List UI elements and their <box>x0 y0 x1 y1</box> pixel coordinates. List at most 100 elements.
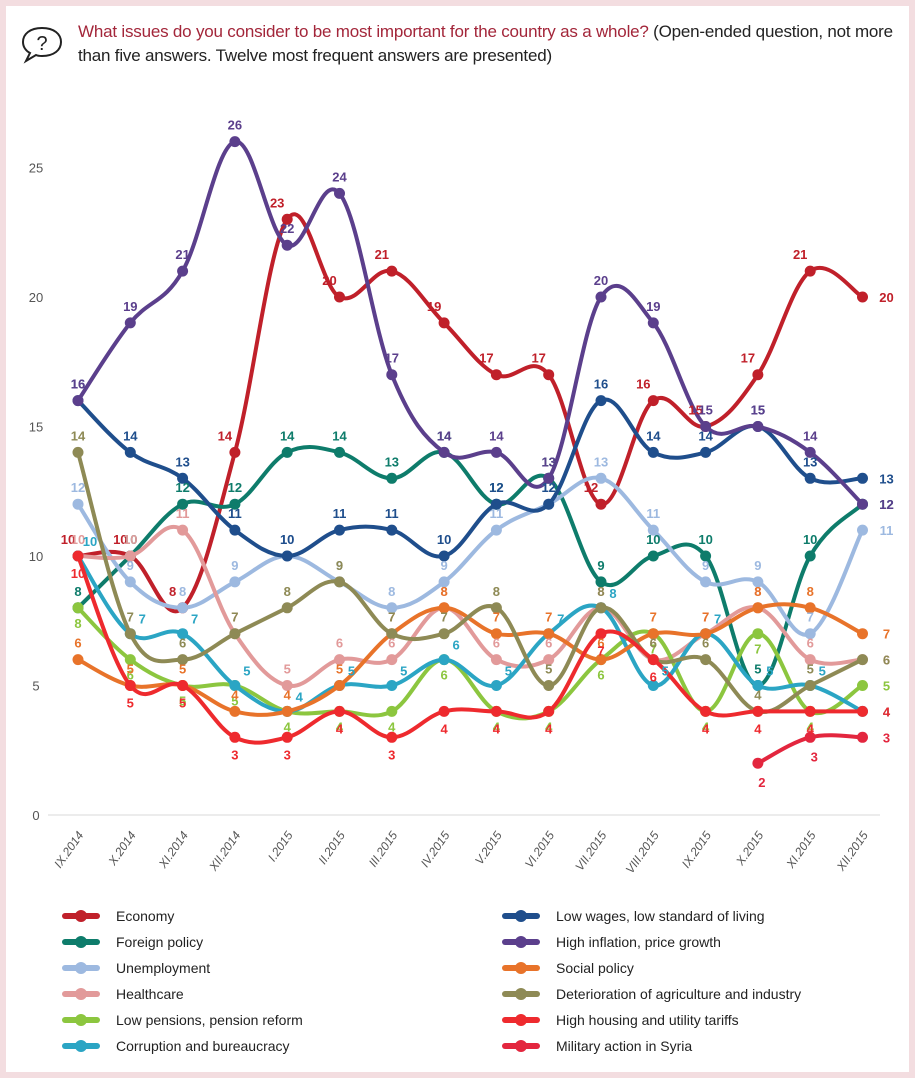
y-tick-label: 10 <box>29 549 43 564</box>
data-point <box>438 576 450 588</box>
data-point <box>752 628 764 640</box>
data-point <box>386 654 398 666</box>
data-label: 9 <box>336 558 343 573</box>
data-point <box>334 446 345 458</box>
data-label: 13 <box>541 454 555 469</box>
data-label: 5 <box>243 664 250 679</box>
x-tick-label: V.2015 <box>472 828 505 867</box>
data-label: 10 <box>123 532 137 547</box>
data-point <box>595 472 607 484</box>
data-label: 6 <box>493 636 500 651</box>
legend-item: Foreign policy <box>60 931 203 953</box>
data-label: 5 <box>766 664 773 679</box>
data-label: 4 <box>545 721 553 736</box>
data-point <box>438 654 450 666</box>
data-label: 4 <box>231 687 239 702</box>
data-label: 10 <box>71 566 85 581</box>
y-tick-label: 5 <box>32 679 39 694</box>
data-point <box>804 472 816 484</box>
data-label: 4 <box>883 704 891 719</box>
data-label: 14 <box>437 428 452 443</box>
data-point <box>124 550 136 562</box>
data-label: 5 <box>545 662 552 677</box>
data-label: 9 <box>597 558 604 573</box>
data-label: 4 <box>754 721 762 736</box>
data-point <box>334 705 345 717</box>
data-label: 9 <box>127 558 134 573</box>
x-tick-label: IX.2015 <box>679 828 714 870</box>
data-label: 13 <box>879 471 893 486</box>
data-point <box>386 705 398 717</box>
svg-text:?: ? <box>36 33 47 55</box>
x-tick-label: VI.2015 <box>522 828 557 870</box>
data-point <box>229 446 241 458</box>
data-point <box>177 265 189 277</box>
data-label: 8 <box>440 584 447 599</box>
data-label: 17 <box>531 351 545 366</box>
data-point <box>386 602 398 614</box>
data-point <box>804 731 816 743</box>
data-point <box>857 472 868 484</box>
data-point <box>281 705 293 717</box>
series-line <box>76 212 865 614</box>
data-point <box>647 654 659 666</box>
data-point <box>543 680 555 691</box>
data-point <box>124 446 136 458</box>
legend-label: Military action in Syria <box>556 1038 693 1054</box>
y-tick-label: 20 <box>29 290 43 305</box>
data-label: 12 <box>541 480 555 495</box>
legend-label: Unemployment <box>116 960 211 976</box>
data-point <box>543 628 555 640</box>
data-label: 3 <box>811 749 818 764</box>
data-label: 7 <box>127 610 134 625</box>
data-label: 4 <box>702 719 710 734</box>
data-label: 19 <box>123 299 137 314</box>
data-point <box>543 705 555 717</box>
data-label: 9 <box>754 558 761 573</box>
data-label: 5 <box>400 664 407 679</box>
data-point <box>177 602 189 614</box>
data-label: 14 <box>646 428 661 443</box>
data-label: 4 <box>754 687 762 702</box>
series-military-action-in-syria <box>752 731 868 769</box>
data-label: 6 <box>702 636 709 651</box>
data-label: 4 <box>807 719 815 734</box>
data-point <box>229 136 241 148</box>
data-label: 14 <box>803 428 818 443</box>
data-point <box>700 654 712 666</box>
data-point <box>72 602 84 614</box>
data-label: 13 <box>175 454 189 469</box>
data-point <box>386 680 398 691</box>
data-label: 5 <box>284 662 291 677</box>
data-label: 11 <box>333 506 347 521</box>
data-label: 21 <box>793 247 807 262</box>
data-point <box>281 680 293 691</box>
legend-item: Social policy <box>500 957 634 979</box>
x-tick-label: X.2014 <box>105 828 139 868</box>
data-label: 14 <box>218 428 233 443</box>
legend-swatch-icon <box>60 1009 102 1031</box>
data-label: 16 <box>71 377 85 392</box>
data-label: 23 <box>270 195 284 210</box>
data-label: 6 <box>650 670 657 685</box>
data-point <box>177 654 189 666</box>
data-label: 26 <box>228 118 242 133</box>
data-point <box>543 472 555 484</box>
data-point <box>281 446 293 458</box>
data-label: 10 <box>280 532 294 547</box>
x-tick-label: X.2015 <box>732 828 766 868</box>
legend-label: Healthcare <box>116 986 184 1002</box>
legend-swatch-icon <box>60 957 102 979</box>
data-point <box>857 731 868 743</box>
data-label: 7 <box>650 642 657 657</box>
data-point <box>281 213 293 225</box>
legend-label: Foreign policy <box>116 934 204 950</box>
data-label: 4 <box>284 719 292 734</box>
data-point <box>804 628 816 640</box>
data-label: 17 <box>479 351 493 366</box>
data-label: 13 <box>541 454 555 469</box>
data-label: 11 <box>176 506 190 521</box>
data-point <box>177 524 189 536</box>
data-point <box>386 628 398 640</box>
data-label: 14 <box>280 428 295 443</box>
